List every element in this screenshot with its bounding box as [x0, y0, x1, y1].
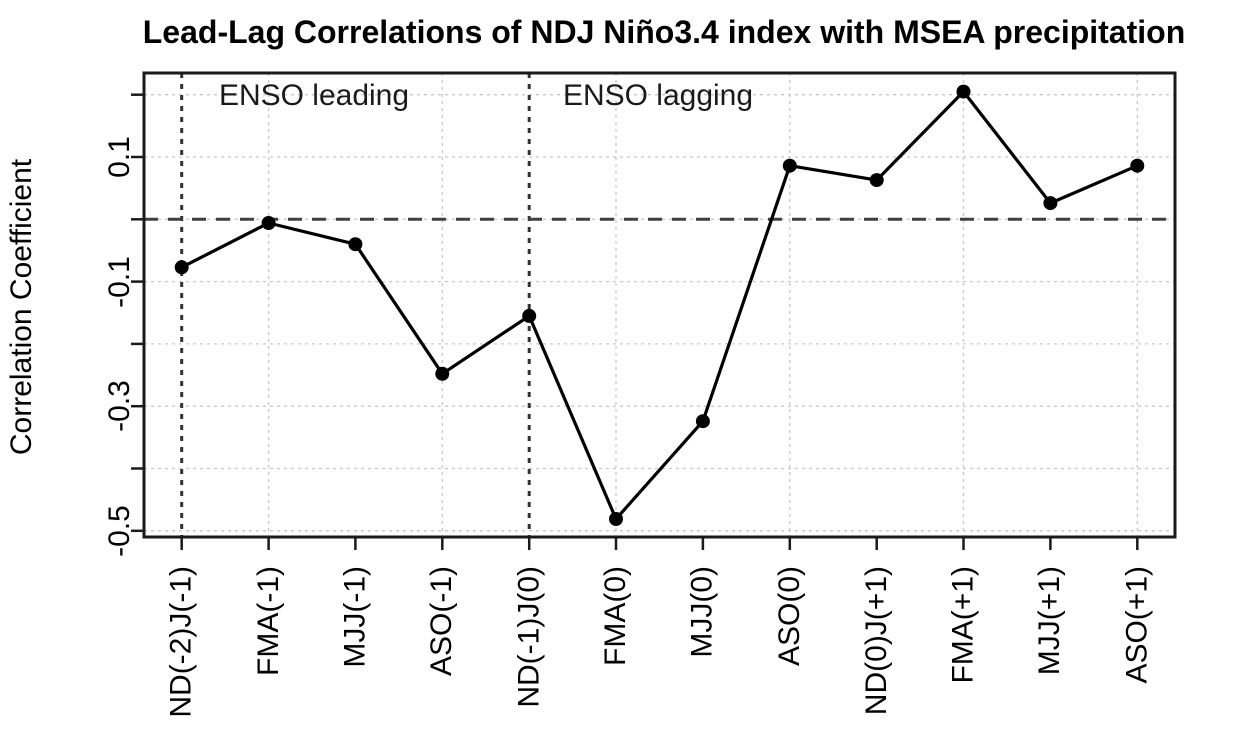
plot-box — [142, 71, 1177, 539]
annotation-enso-leading: ENSO leading — [218, 79, 410, 112]
data-point — [435, 366, 450, 381]
series-line — [180, 89, 1138, 521]
data-point — [174, 260, 189, 275]
chart-title: Lead-Lag Correlations of NDJ Niño3.4 ind… — [142, 14, 1186, 50]
y-tick-label: -0.1 — [103, 255, 136, 308]
data-point — [869, 173, 884, 188]
data-point — [782, 158, 797, 173]
data-point — [1130, 158, 1145, 173]
x-tick-label: MJJ(-1) — [338, 566, 372, 668]
x-tick-label: ND(-1)J(0) — [512, 566, 546, 708]
x-tick-label: FMA(+1) — [946, 566, 980, 684]
annotation-enso-lagging: ENSO lagging — [562, 79, 754, 112]
data-point — [609, 512, 623, 526]
data-point — [695, 414, 710, 429]
data-point — [261, 216, 276, 230]
x-tick-label: MJJ(+1) — [1033, 566, 1067, 676]
x-tick-label: MJJ(0) — [685, 566, 719, 658]
x-tick-label: ASO(-1) — [425, 566, 459, 677]
data-point — [522, 308, 537, 323]
x-tick-label: ASO(0) — [772, 566, 806, 667]
data-point — [956, 84, 971, 99]
y-tick-label: -0.3 — [103, 380, 136, 433]
x-tick-label: ND(0)J(+1) — [859, 566, 893, 716]
y-tick-label: -0.5 — [103, 504, 136, 557]
x-tick-label: FMA(0) — [599, 566, 632, 666]
data-point — [1043, 196, 1058, 211]
x-tick-label: FMA(-1) — [251, 566, 285, 676]
x-tick-label: ND(-2)J(-1) — [164, 566, 198, 718]
data-point — [348, 237, 363, 252]
x-tick-label: ASO(+1) — [1120, 566, 1154, 684]
y-tick-label: 0.1 — [103, 136, 136, 178]
